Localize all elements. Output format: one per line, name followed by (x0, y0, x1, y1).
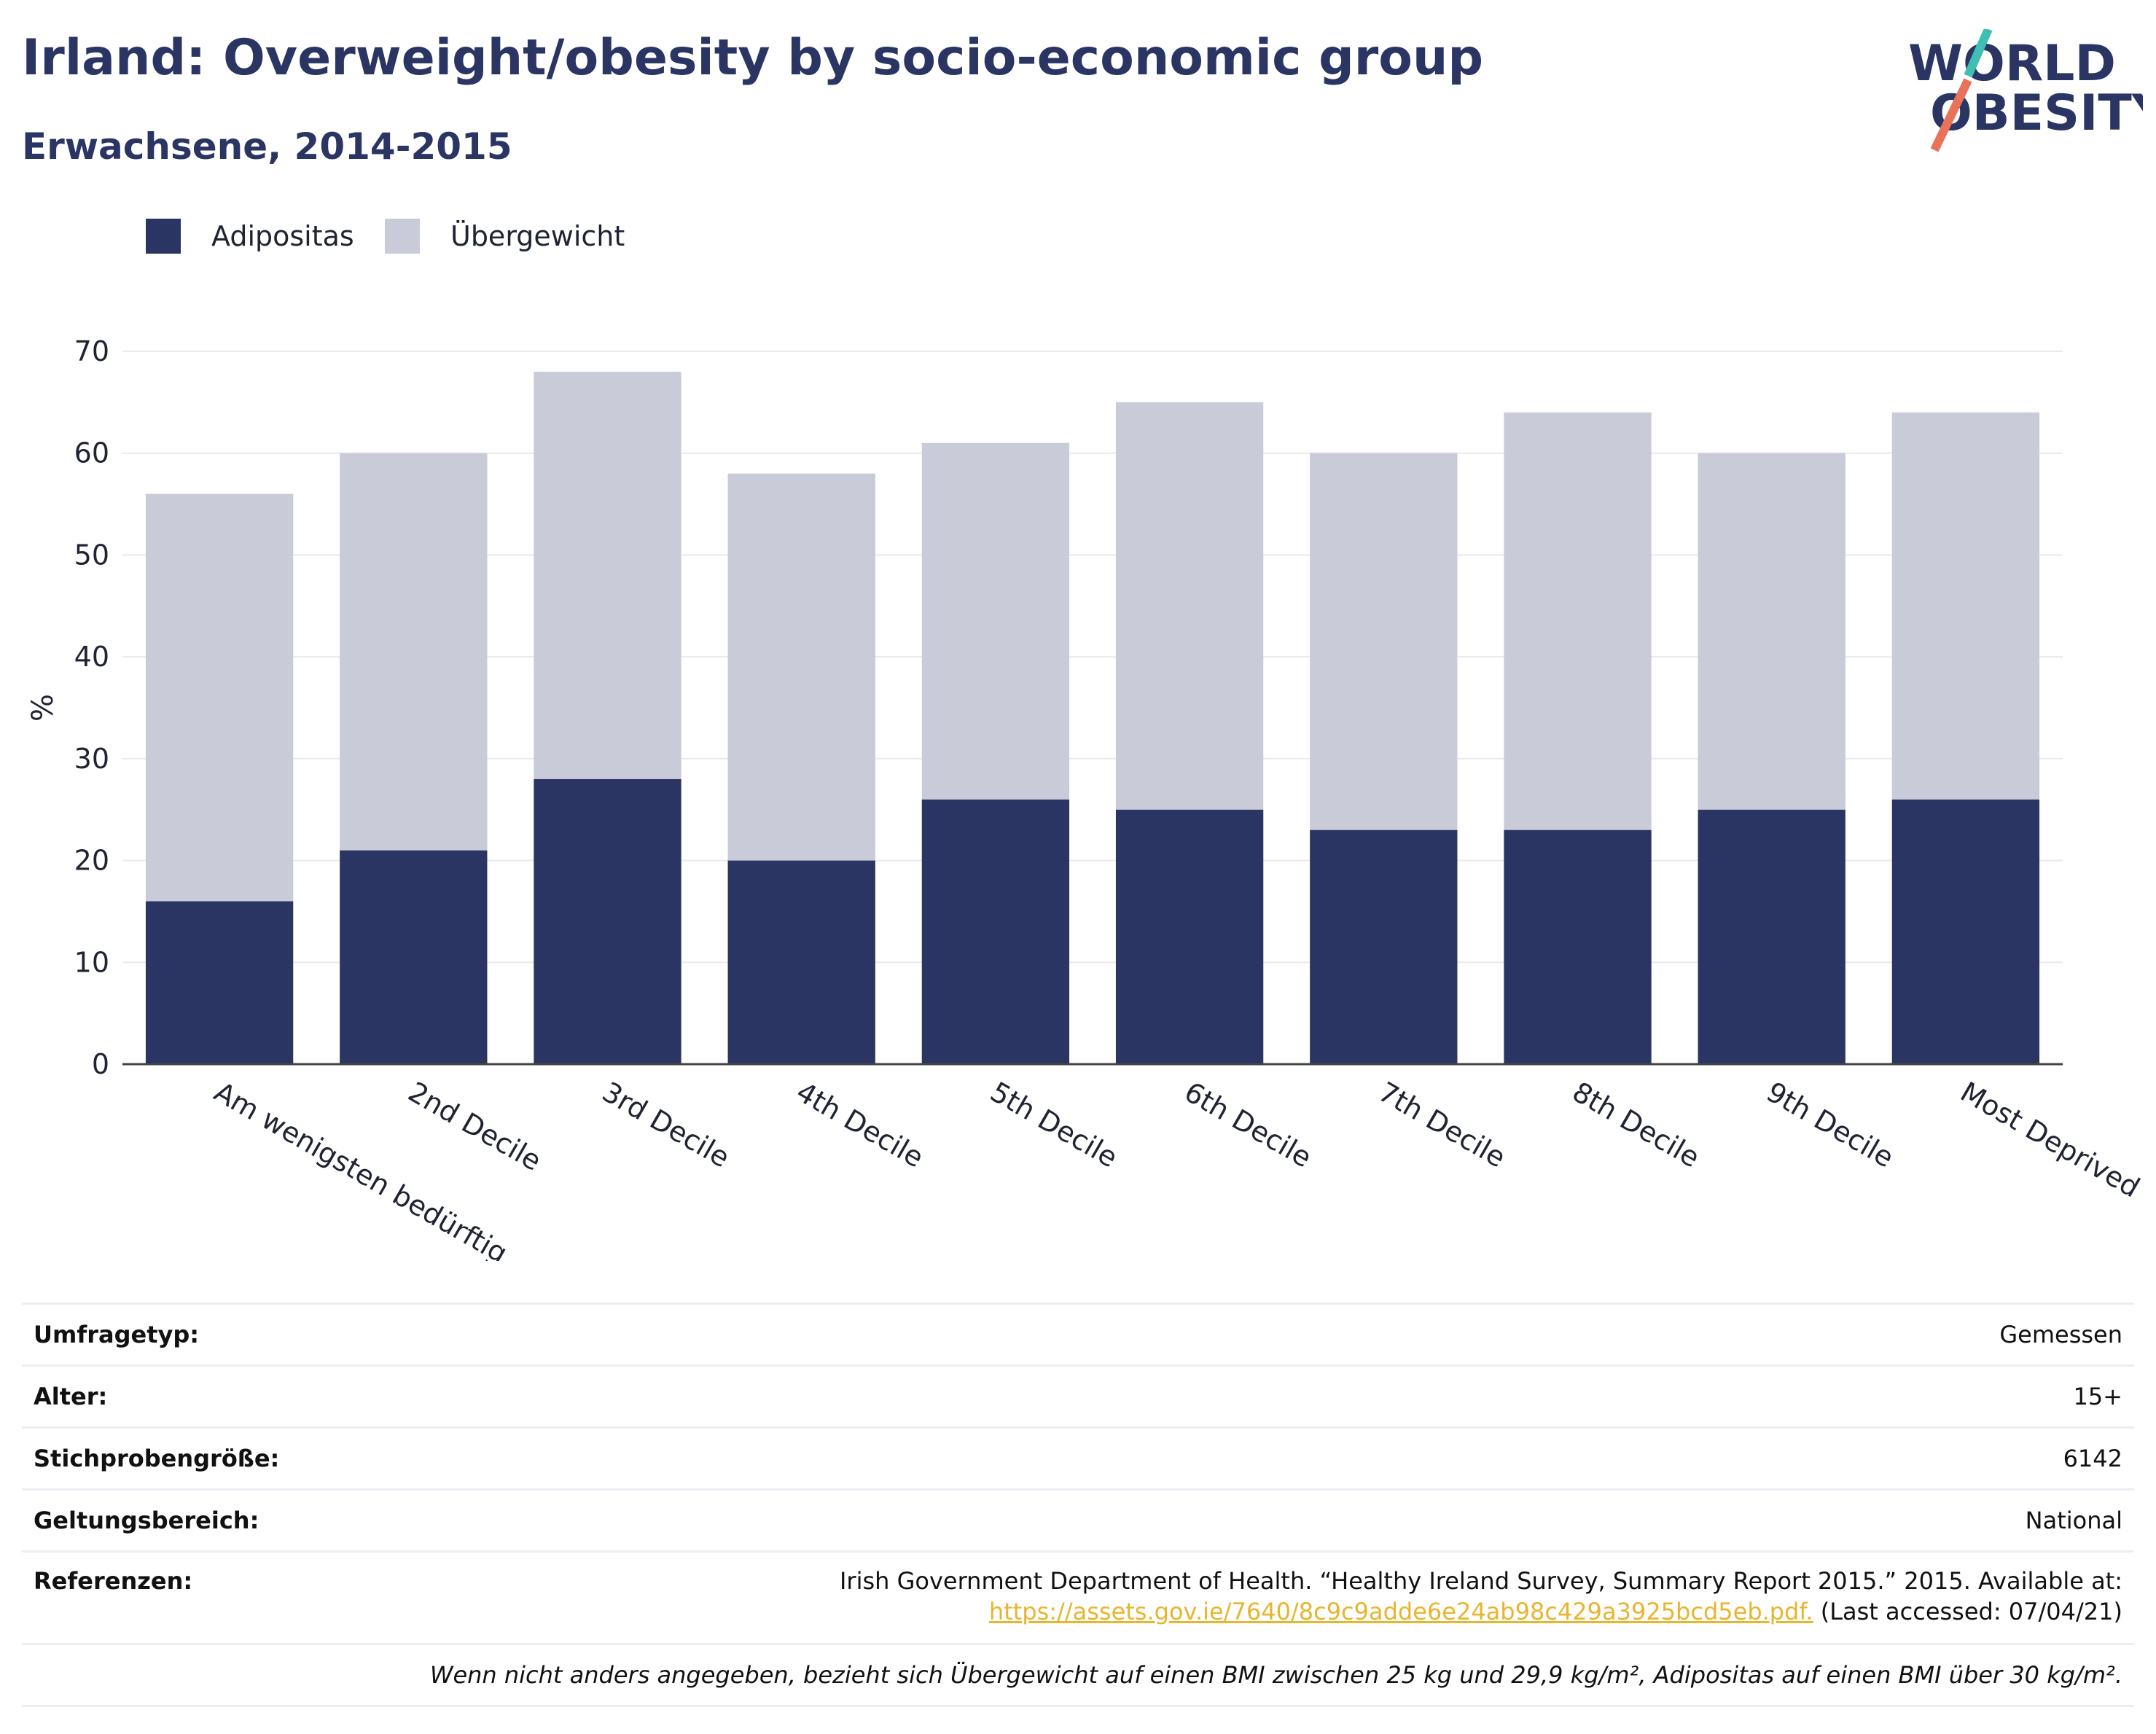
chart-subtitle: Erwachsene, 2014-2015 (22, 125, 512, 168)
legend-label-adipositas: Adipositas (211, 220, 354, 252)
bar-adipositas (921, 799, 1070, 1064)
bar-uebergewicht (145, 493, 294, 902)
reference-text: Irish Government Department of Health. “… (839, 1567, 2122, 1595)
x-tick-label: 4th Decile (791, 1076, 929, 1174)
info-value-age: 15+ (2073, 1383, 2122, 1410)
y-tick-label: 40 (74, 641, 109, 673)
info-label-age: Alter: (34, 1383, 108, 1410)
info-row-survey-type: Umfragetyp: Gemessen (22, 1303, 2134, 1364)
x-tick-label: 9th Decile (1761, 1076, 1899, 1174)
x-tick-label: Most Deprived (1955, 1076, 2145, 1204)
y-tick-label: 30 (74, 743, 109, 775)
bar-uebergewicht (1698, 453, 1846, 810)
info-row-references: Referenzen: Irish Government Department … (22, 1550, 2134, 1643)
y-axis-title: % (26, 694, 60, 722)
y-tick-label: 50 (74, 539, 109, 571)
reference-link-line: https://assets.gov.ie/7640/8c9c9adde6e24… (22, 1596, 2122, 1627)
y-tick-label: 10 (74, 946, 109, 978)
bar-adipositas (145, 901, 294, 1064)
y-tick-label: 20 (74, 845, 109, 877)
bar-uebergewicht (340, 453, 488, 851)
info-row-note: Wenn nicht anders angegeben, bezieht sic… (22, 1643, 2134, 1707)
bar-uebergewicht (921, 442, 1070, 800)
info-value-sample-size: 6142 (2063, 1445, 2122, 1472)
legend-swatch-adipositas (146, 219, 181, 254)
bar-adipositas (1310, 829, 1458, 1064)
info-row-sample-size: Stichprobengröße: 6142 (22, 1426, 2134, 1488)
info-row-age: Alter: 15+ (22, 1364, 2134, 1426)
bar-uebergewicht (1310, 453, 1458, 830)
bar-uebergewicht (1891, 412, 2040, 800)
info-value-survey-type: Gemessen (1999, 1321, 2122, 1348)
info-value-references: Irish Government Department of Health. “… (22, 1553, 2134, 1627)
bar-uebergewicht (534, 371, 681, 779)
y-tick-label: 60 (74, 437, 109, 469)
info-label-scope: Geltungsbereich: (34, 1507, 259, 1534)
bar-adipositas (1115, 809, 1264, 1064)
x-tick-label: 7th Decile (1373, 1076, 1511, 1174)
y-tick-label: 70 (74, 335, 109, 367)
info-table: Umfragetyp: Gemessen Alter: 15+ Stichpro… (22, 1303, 2134, 1707)
logo-slash-coral (1930, 78, 1972, 152)
legend-label-uebergewicht: Übergewicht (450, 220, 625, 252)
bar-uebergewicht (1115, 402, 1264, 810)
reference-link[interactable]: https://assets.gov.ie/7640/8c9c9adde6e24… (988, 1598, 1813, 1625)
logo-text-world: WORLD (1908, 35, 2116, 93)
bar-adipositas (534, 778, 681, 1064)
bar-uebergewicht (1504, 412, 1652, 830)
y-tick-label: 0 (92, 1048, 109, 1080)
x-tick-label: 8th Decile (1567, 1076, 1705, 1174)
legend-swatch-uebergewicht (385, 219, 420, 254)
x-tick-label: 6th Decile (1179, 1076, 1317, 1174)
x-tick-label: 3rd Decile (597, 1076, 735, 1174)
bmi-definition-note: Wenn nicht anders angegeben, bezieht sic… (429, 1661, 2122, 1689)
info-label-sample-size: Stichprobengröße: (34, 1445, 280, 1472)
x-tick-label: 2nd Decile (403, 1076, 547, 1177)
info-value-scope: National (2025, 1507, 2122, 1534)
world-obesity-logo: WORLD OBESITY (1908, 29, 2143, 152)
bar-uebergewicht (727, 473, 875, 861)
bar-adipositas (1504, 829, 1652, 1064)
x-tick-label: 5th Decile (985, 1076, 1122, 1174)
reference-accessed: (Last accessed: 07/04/21) (1813, 1598, 2122, 1625)
logo-slash-teal (1964, 29, 1993, 78)
chart-title: Irland: Overweight/obesity by socio-econ… (22, 29, 1484, 87)
bar-adipositas (727, 860, 875, 1064)
info-label-references: Referenzen: (34, 1567, 193, 1595)
info-label-survey-type: Umfragetyp: (34, 1321, 200, 1348)
bar-adipositas (1891, 799, 2040, 1064)
info-row-scope: Geltungsbereich: National (22, 1488, 2134, 1550)
bar-adipositas (1698, 809, 1846, 1064)
bar-adipositas (340, 850, 488, 1064)
